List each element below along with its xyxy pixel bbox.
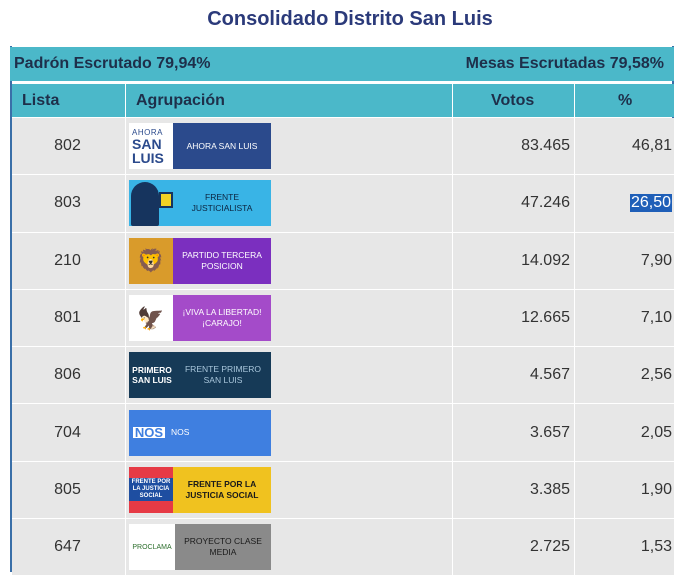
party-name: AHORA SAN LUIS — [186, 140, 258, 151]
party-name: FRENTE POR LA JUSTICIA SOCIAL — [185, 478, 259, 500]
logo-emblem-line: LUIS — [132, 149, 164, 166]
lista-number: 647 — [12, 519, 126, 576]
padron-escrutado: Padrón Escrutado 79,94% — [14, 55, 211, 72]
logo-emblem-text: FRENTE POR LA JUSTICIA SOCIAL — [129, 478, 173, 502]
party-name: ¡VIVA LA LIBERTAD! ¡CARAJO! — [182, 307, 262, 329]
winged-lion-icon: 🦅 — [129, 295, 173, 342]
lista-number: 803 — [12, 175, 126, 232]
lista-number: 802 — [12, 118, 126, 175]
party-logo-tercera-posicion: 🦁 PARTIDO TERCERA POSICION — [129, 237, 271, 284]
votos-value: 2.725 — [453, 519, 575, 576]
summary-bar: Padrón Escrutado 79,94% Mesas Escrutadas… — [10, 47, 674, 81]
pct-value: 2,05 — [640, 423, 672, 441]
agrupacion-cell: AHORA SAN LUIS AHORA SAN LUIS — [126, 118, 453, 175]
table-row: 704 NOS NOS 3.657 2,05 — [12, 404, 674, 462]
logo-emblem-text: proclama — [132, 543, 172, 551]
agrupacion-cell: FRENTE JUSTICIALISTA — [126, 175, 453, 232]
nos-emblem: NOS — [129, 409, 169, 456]
justicia-social-emblem: FRENTE POR LA JUSTICIA SOCIAL — [129, 466, 173, 513]
table-row: 802 AHORA SAN LUIS AHORA SAN LUIS 83.465… — [12, 118, 674, 176]
shield-icon — [159, 192, 173, 209]
party-name: PROYECTO CLASE MEDIA — [184, 536, 262, 558]
pct-value-selected[interactable]: 26,50 — [629, 194, 672, 213]
logo-emblem-line: SAN — [132, 135, 162, 152]
agrupacion-cell: FRENTE POR LA JUSTICIA SOCIAL FRENTE POR… — [126, 461, 453, 519]
table-row: 210 🦁 PARTIDO TERCERA POSICION 14.092 7,… — [12, 232, 674, 290]
votos-value: 4.567 — [453, 347, 575, 404]
votos-value: 83.465 — [453, 118, 575, 175]
proclama-logo-icon: proclama — [129, 524, 175, 571]
party-logo-ahora-san-luis: AHORA SAN LUIS AHORA SAN LUIS — [129, 123, 271, 170]
logo-emblem-line: PRIMERO — [132, 365, 172, 376]
pct-value: 1,53 — [640, 538, 672, 556]
header-pct[interactable]: % — [618, 92, 633, 109]
lista-number: 805 — [12, 461, 126, 519]
party-name: FRENTE PRIMERO SAN LUIS — [184, 364, 262, 386]
pct-value: 7,10 — [640, 309, 672, 327]
lista-number: 704 — [12, 404, 126, 461]
table-row: 803 FRENTE JUSTICIALISTA 47.246 26,50 — [12, 175, 674, 233]
page-title: Consolidado Distrito San Luis — [207, 8, 493, 30]
votos-value: 14.092 — [453, 232, 575, 289]
party-logo-viva-la-libertad: 🦅 ¡VIVA LA LIBERTAD! ¡CARAJO! — [129, 295, 271, 342]
party-name: FRENTE JUSTICIALISTA — [191, 192, 253, 214]
table-row: 647 proclama PROYECTO CLASE MEDIA 2.725 … — [12, 519, 674, 576]
logo-emblem-text: NOS — [132, 425, 166, 441]
table-row: 805 FRENTE POR LA JUSTICIA SOCIAL FRENTE… — [12, 461, 674, 520]
silhouette-icon — [129, 180, 173, 227]
logo-emblem-line: AHORA — [132, 127, 163, 137]
table-row: 806 PRIMERO SAN LUIS FRENTE PRIMERO SAN … — [12, 347, 674, 405]
logo-emblem-line: SAN LUIS — [132, 375, 172, 386]
pct-value: 2,56 — [640, 366, 672, 384]
party-logo-primero-san-luis: PRIMERO SAN LUIS FRENTE PRIMERO SAN LUIS — [129, 352, 271, 399]
party-logo-justicia-social: FRENTE POR LA JUSTICIA SOCIAL FRENTE POR… — [129, 466, 271, 513]
results-table: 802 AHORA SAN LUIS AHORA SAN LUIS 83.465… — [12, 118, 674, 576]
ahora-san-luis-emblem: AHORA SAN LUIS — [129, 123, 173, 170]
agrupacion-cell: NOS NOS — [126, 404, 453, 461]
agrupacion-cell: 🦁 PARTIDO TERCERA POSICION — [126, 232, 453, 289]
header-agrupacion[interactable]: Agrupación — [126, 84, 453, 117]
votos-value: 47.246 — [453, 175, 575, 232]
party-logo-frente-justicialista: FRENTE JUSTICIALISTA — [129, 180, 271, 227]
table-row: 801 🦅 ¡VIVA LA LIBERTAD! ¡CARAJO! 12.665… — [12, 289, 674, 348]
votos-value: 12.665 — [453, 289, 575, 347]
lista-number: 801 — [12, 289, 126, 347]
mesas-escrutadas: Mesas Escrutadas 79,58% — [465, 55, 664, 72]
agrupacion-cell: 🦅 ¡VIVA LA LIBERTAD! ¡CARAJO! — [126, 289, 453, 347]
primero-san-luis-emblem: PRIMERO SAN LUIS — [129, 352, 175, 399]
agrupacion-cell: proclama PROYECTO CLASE MEDIA — [126, 519, 453, 576]
pct-value: 7,90 — [640, 251, 672, 269]
header-lista[interactable]: Lista — [12, 84, 126, 117]
lista-number: 806 — [12, 347, 126, 404]
table-header: Lista Agrupación Votos % — [12, 84, 674, 117]
votos-value: 3.657 — [453, 404, 575, 461]
pct-cell: 26,50 — [575, 175, 674, 231]
pct-value: 46,81 — [631, 137, 672, 155]
agrupacion-cell: PRIMERO SAN LUIS FRENTE PRIMERO SAN LUIS — [126, 347, 453, 404]
lion-icon: 🦁 — [129, 237, 173, 284]
lista-number: 210 — [12, 232, 126, 289]
party-name: PARTIDO TERCERA POSICION — [182, 249, 262, 271]
party-logo-clase-media: proclama PROYECTO CLASE MEDIA — [129, 524, 271, 571]
party-name: NOS — [171, 427, 190, 438]
votos-value: 3.385 — [453, 461, 575, 519]
pct-value: 1,90 — [640, 480, 672, 498]
header-votos[interactable]: Votos — [453, 84, 575, 117]
party-logo-nos: NOS NOS — [129, 409, 271, 456]
